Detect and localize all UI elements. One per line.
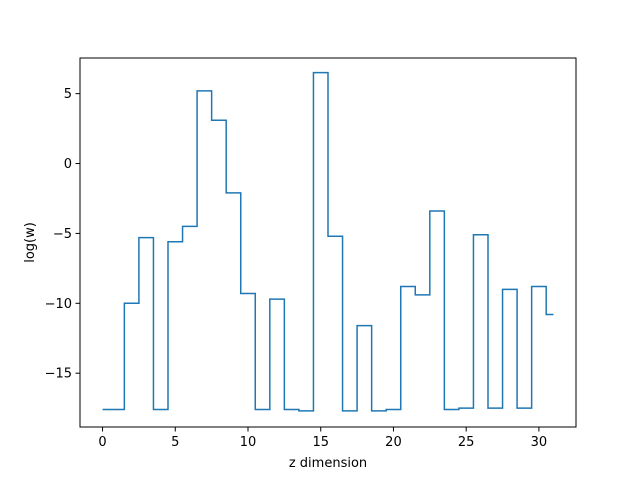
x-tick-label: 25 <box>458 435 475 450</box>
series-line <box>102 71 554 412</box>
x-tick-label: 30 <box>531 435 548 450</box>
y-tick-label: −15 <box>45 367 72 382</box>
x-axis-label: z dimension <box>289 456 367 471</box>
x-tick-label: 20 <box>385 435 402 450</box>
y-axis: −15 −10 −5 0 5 <box>45 87 80 382</box>
x-axis: 0 5 10 15 20 25 30 <box>98 427 547 450</box>
x-tick-label: 0 <box>98 435 106 450</box>
y-tick-label: 5 <box>64 87 72 102</box>
x-tick-label: 5 <box>171 435 179 450</box>
y-tick-label: −10 <box>45 297 72 312</box>
plot-area <box>102 71 554 412</box>
x-tick-label: 15 <box>312 435 329 450</box>
y-tick-label: −5 <box>53 227 72 242</box>
x-tick-label: 10 <box>240 435 257 450</box>
y-tick-label: 0 <box>64 157 72 172</box>
y-axis-label: log(w) <box>23 222 38 263</box>
axes-frame <box>79 57 577 428</box>
